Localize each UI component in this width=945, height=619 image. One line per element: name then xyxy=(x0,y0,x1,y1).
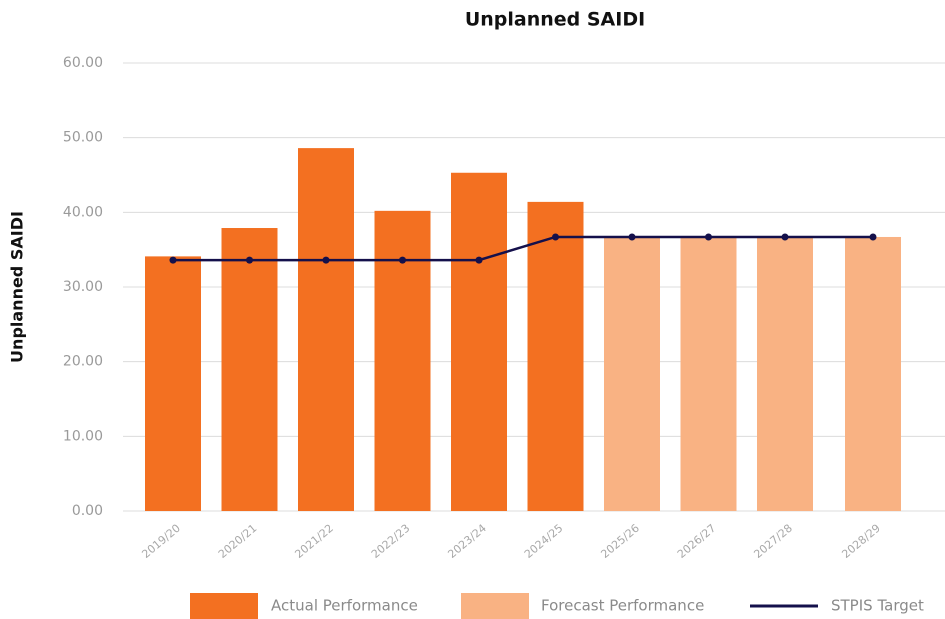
legend-swatch xyxy=(190,593,258,619)
x-tick-label: 2027/28 xyxy=(751,522,794,561)
bar xyxy=(374,210,431,511)
line-marker xyxy=(475,256,483,264)
x-tick-label: 2028/29 xyxy=(839,522,882,561)
line-marker xyxy=(246,256,253,264)
x-tick-label: 2022/23 xyxy=(369,522,412,561)
line-marker xyxy=(869,233,877,241)
bar xyxy=(298,148,354,511)
legend-swatch xyxy=(461,593,529,619)
y-tick-label: 0.00 xyxy=(72,503,103,519)
bar xyxy=(221,228,278,511)
x-tick-label: 2024/25 xyxy=(522,522,565,561)
legend-label: Actual Performance xyxy=(271,597,418,615)
bar xyxy=(680,236,737,511)
x-tick-label: 2020/21 xyxy=(216,522,259,561)
y-tick-label: 10.00 xyxy=(63,428,103,444)
y-tick-label: 30.00 xyxy=(63,279,103,295)
line xyxy=(173,235,873,262)
legend-label: STPIS Target xyxy=(831,597,924,615)
bar xyxy=(757,236,813,511)
line-marker xyxy=(552,233,559,241)
bar xyxy=(145,256,201,511)
x-tick-label: 2019/20 xyxy=(139,522,182,561)
line-marker xyxy=(628,233,636,241)
y-tick-label: 50.00 xyxy=(63,130,103,146)
line-marker xyxy=(322,256,330,264)
bar xyxy=(604,236,660,511)
x-tick-label: 2023/24 xyxy=(445,522,488,561)
y-tick-label: 20.00 xyxy=(63,354,103,370)
chart-title: Unplanned SAIDI xyxy=(465,9,645,31)
bar xyxy=(527,201,584,511)
bar xyxy=(451,172,507,511)
y-tick-label: 60.00 xyxy=(63,55,103,71)
bar xyxy=(845,236,901,511)
y-tick-label: 40.00 xyxy=(63,204,103,220)
line-marker xyxy=(169,256,177,264)
x-tick-label: 2026/27 xyxy=(675,522,718,561)
line-marker xyxy=(781,233,789,241)
x-tick-label: 2025/26 xyxy=(598,522,641,561)
y-axis-label: Unplanned SAIDI xyxy=(8,211,27,363)
line-marker xyxy=(399,256,406,264)
line-marker xyxy=(705,233,712,241)
legend-label: Forecast Performance xyxy=(541,597,704,615)
x-tick-label: 2021/22 xyxy=(292,522,335,561)
